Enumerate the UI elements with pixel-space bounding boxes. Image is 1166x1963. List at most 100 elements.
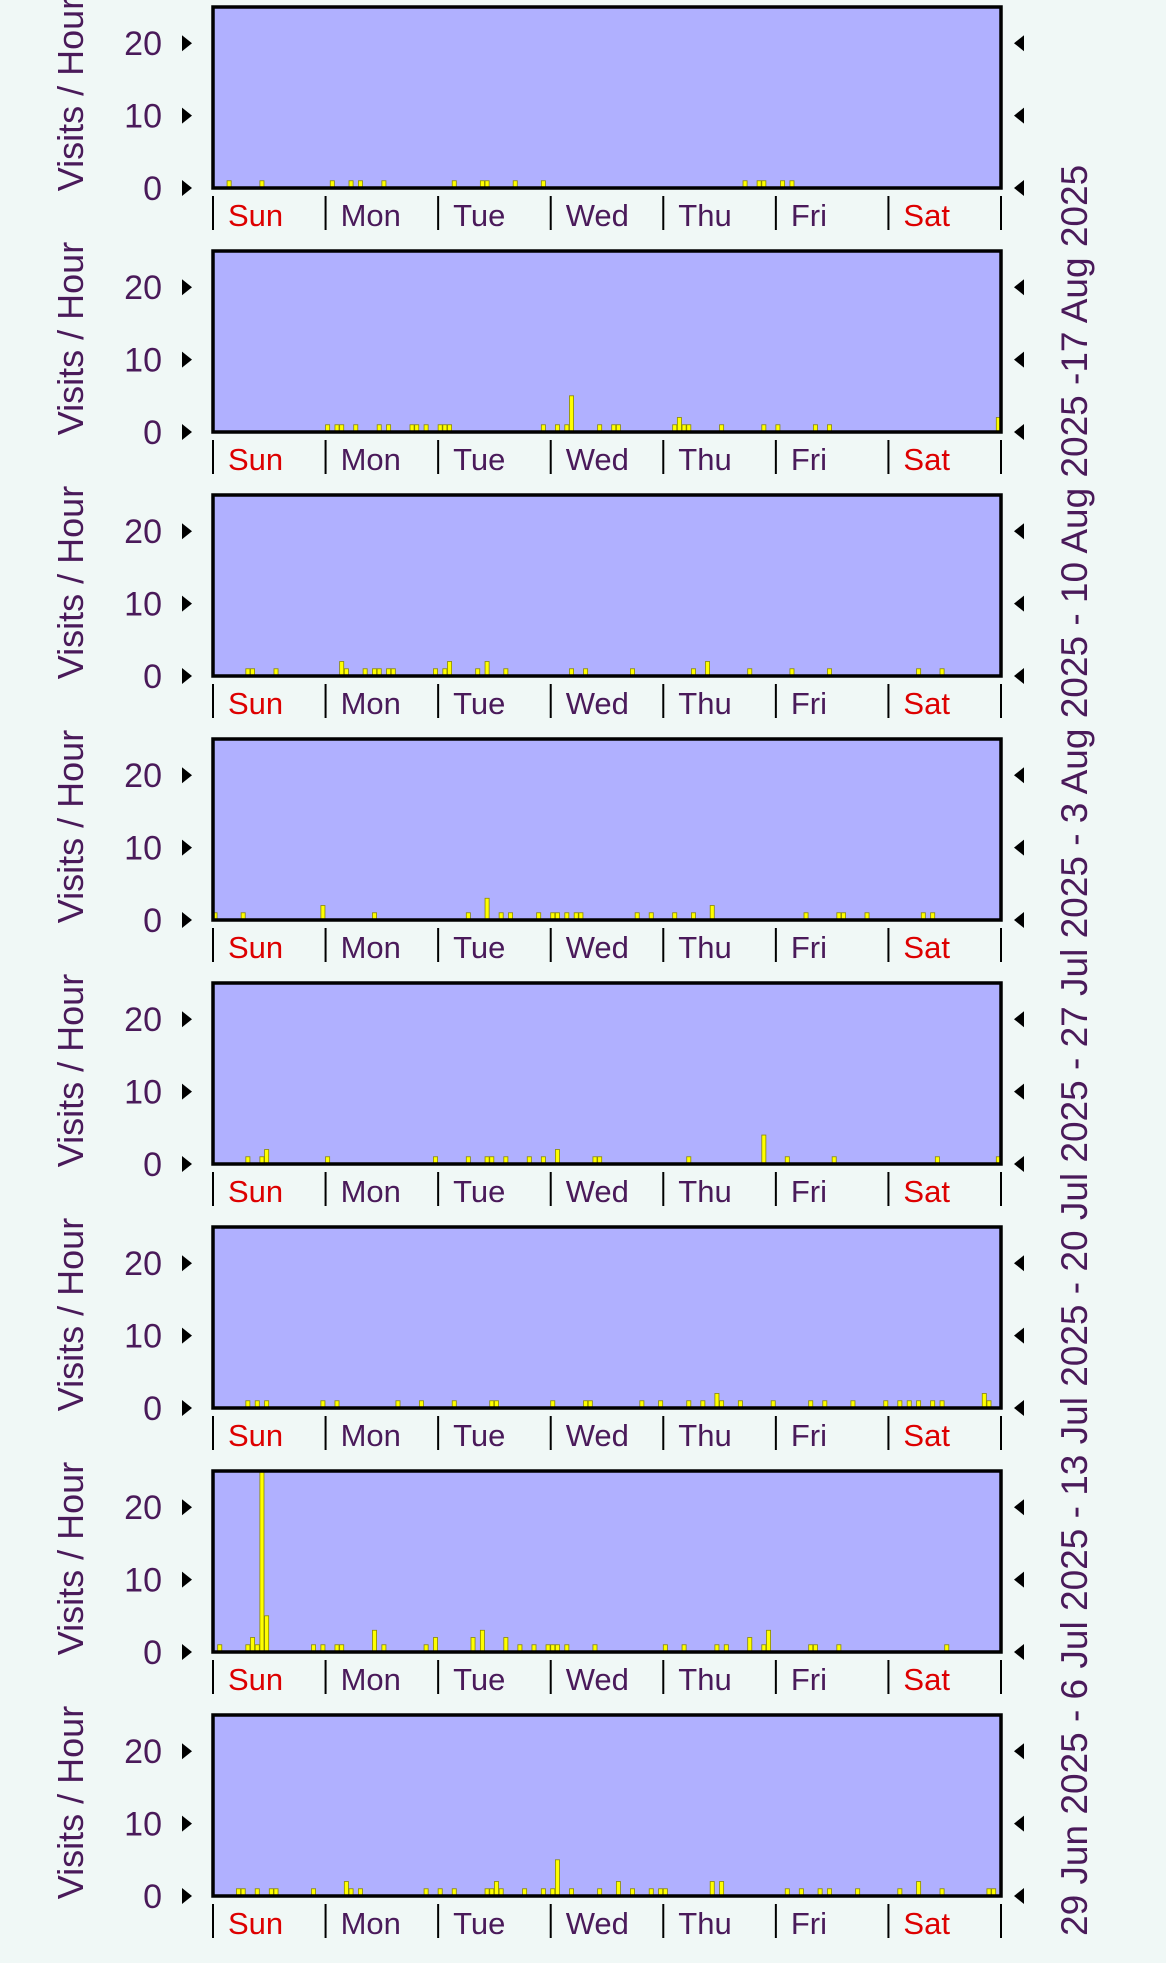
- y-tick-label: 10: [124, 830, 162, 868]
- day-label: Wed: [566, 930, 629, 965]
- day-label: Mon: [341, 1662, 401, 1697]
- y-tick-marker-left: [182, 1888, 192, 1904]
- y-tick-marker-left: [182, 839, 192, 856]
- day-label: Tue: [453, 198, 505, 233]
- y-tick-marker-left: [182, 351, 192, 368]
- y-tick-label: 20: [124, 757, 162, 795]
- plot-area: [213, 983, 1001, 1164]
- y-tick-marker-left: [182, 180, 192, 196]
- day-label: Tue: [453, 442, 505, 477]
- y-tick-marker-right: [1014, 424, 1024, 440]
- day-label: Wed: [566, 198, 629, 233]
- y-tick-label: 0: [143, 658, 162, 696]
- y-axis-label: Visits / Hour: [50, 486, 91, 679]
- day-label: Sat: [903, 1662, 950, 1697]
- y-tick-marker-right: [1014, 1156, 1024, 1172]
- y-tick-marker-left: [182, 1327, 192, 1344]
- day-label: Tue: [453, 1662, 505, 1697]
- day-label: Thu: [678, 686, 731, 721]
- y-tick-label: 0: [143, 170, 162, 208]
- y-tick-marker-right: [1014, 1400, 1024, 1416]
- plot-area: [213, 495, 1001, 676]
- y-tick-marker-left: [182, 424, 192, 440]
- day-label: Sun: [228, 930, 283, 965]
- y-tick-marker-right: [1014, 1083, 1024, 1100]
- day-label: Sat: [903, 930, 950, 965]
- bar: [433, 1637, 438, 1653]
- y-tick-label: 0: [143, 414, 162, 452]
- y-axis-label: Visits / Hour: [50, 1706, 91, 1899]
- day-label: Tue: [453, 930, 505, 965]
- plot-area: [213, 251, 1001, 432]
- y-tick-marker-right: [1014, 1743, 1024, 1760]
- day-label: Fri: [791, 1418, 827, 1453]
- y-tick-label: 20: [124, 1733, 162, 1771]
- bar: [484, 661, 490, 677]
- bar: [250, 1637, 256, 1653]
- chart-panel: 20 10 0 Visits / Hour Sun Mon Tue Wed Thu Fri Sat: [50, 1706, 1024, 1941]
- day-label: Sun: [228, 686, 283, 721]
- day-label: Sun: [228, 1662, 283, 1697]
- y-tick-label: 20: [124, 25, 162, 63]
- bar: [372, 1629, 377, 1653]
- y-tick-marker-right: [1014, 107, 1024, 124]
- y-tick-marker-left: [182, 1815, 192, 1832]
- day-label: Sun: [228, 1906, 283, 1941]
- day-label: Fri: [791, 686, 827, 721]
- y-tick-marker-left: [182, 1644, 192, 1660]
- day-label: Mon: [341, 1418, 401, 1453]
- bar: [264, 1149, 270, 1165]
- day-label: Mon: [341, 930, 401, 965]
- y-tick-marker-right: [1014, 668, 1024, 684]
- y-tick-label: 0: [143, 902, 162, 940]
- day-label: Sun: [228, 1174, 283, 1209]
- y-tick-marker-left: [182, 1400, 192, 1416]
- y-tick-marker-left: [182, 1499, 192, 1516]
- y-tick-label: 20: [124, 1489, 162, 1527]
- y-tick-marker-right: [1014, 35, 1024, 52]
- bar: [719, 1881, 725, 1897]
- day-label: Thu: [678, 1662, 731, 1697]
- y-tick-label: 0: [143, 1878, 162, 1916]
- day-label: Thu: [678, 1418, 731, 1453]
- day-label: Fri: [791, 1906, 827, 1941]
- y-tick-marker-right: [1014, 767, 1024, 784]
- y-tick-label: 20: [124, 1001, 162, 1039]
- plot-frame: [211, 1469, 1003, 1654]
- day-label: Sat: [903, 198, 950, 233]
- bar: [615, 1881, 621, 1897]
- y-tick-marker-right: [1014, 1255, 1024, 1272]
- y-tick-marker-left: [182, 595, 192, 612]
- day-label: Thu: [678, 930, 731, 965]
- day-label: Tue: [453, 1906, 505, 1941]
- y-tick-marker-right: [1014, 523, 1024, 540]
- day-label: Thu: [678, 442, 731, 477]
- chart-panel: 20 10 0 Visits / Hour Sun Mon Tue Wed Thu Fri Sat: [50, 0, 1024, 233]
- y-tick-marker-right: [1014, 595, 1024, 612]
- y-tick-marker-right: [1014, 1327, 1024, 1344]
- y-tick-label: 0: [143, 1390, 162, 1428]
- bar: [320, 905, 326, 921]
- bar: [343, 1881, 349, 1897]
- y-tick-marker-right: [1014, 1815, 1024, 1832]
- y-tick-marker-left: [182, 1011, 192, 1028]
- y-tick-marker-left: [182, 668, 192, 684]
- bar: [714, 1393, 720, 1409]
- bar: [676, 417, 682, 433]
- day-label: Sun: [228, 198, 283, 233]
- y-tick-marker-left: [182, 523, 192, 540]
- y-tick-marker-left: [182, 1083, 192, 1100]
- y-tick-label: 0: [143, 1634, 162, 1672]
- period-range-label: 29 Jun 2025 - 6 Jul 2025 - 13 Jul 2025 -…: [1054, 165, 1095, 1936]
- y-tick-marker-left: [182, 107, 192, 124]
- plot-frame: [211, 493, 1003, 678]
- bar: [555, 1149, 560, 1165]
- y-tick-marker-right: [1014, 279, 1024, 296]
- y-tick-marker-left: [182, 1743, 192, 1760]
- y-tick-marker-right: [1014, 1571, 1024, 1588]
- day-label: Sat: [903, 1174, 950, 1209]
- y-tick-marker-right: [1014, 839, 1024, 856]
- y-tick-marker-right: [1014, 1011, 1024, 1028]
